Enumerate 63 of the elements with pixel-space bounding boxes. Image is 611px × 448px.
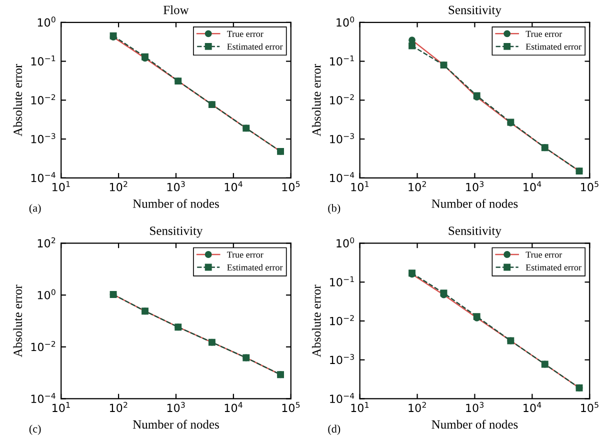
legend-label: True error [526,252,562,258]
y-tick-label: 10$^{−1}$ [330,276,354,286]
y-tick-label: 10$^{−2}$ [31,94,56,104]
x-tick-label: 10$^{3}$ [167,181,185,192]
chart-title: Sensitivity [150,226,203,238]
x-tick-label: 10$^{3}$ [466,402,484,412]
legend-label: Estimated error [526,264,582,271]
legend-label: Estimated error [227,43,283,50]
y-tick-label: 10$^{−2}$ [330,94,354,104]
y-tick-label: 10$^{−3}$ [330,354,354,364]
text: (a) [29,204,41,214]
y-tick-label: 10$^{−1}$ [31,55,56,66]
x-axis-title: Number of nodes [132,420,219,429]
y-axis-title: Absolute error [312,64,321,136]
x-tick-label: 10$^{4}$ [524,402,542,412]
x-axis-title: Number of nodes [432,198,518,208]
chart-title: Sensitivity [448,6,502,17]
y-axis-title: Absolute error [13,284,22,358]
y-tick-label: 10$^{−4}$ [31,172,56,182]
legend-label: True error [526,30,562,37]
x-tick-label: 10$^{1}$ [52,402,70,412]
x-tick-label: 10$^{2}$ [110,181,128,192]
y-axis-title: Absolute error [312,284,321,358]
y-tick-label: 10$^{−2}$ [330,315,354,326]
y-tick-label: 10$^{−3}$ [330,133,354,144]
legend-label: True error [227,252,264,258]
chart-title: Sensitivity [448,226,502,238]
y-tick-label: 10$^{0}$ [38,289,56,300]
x-tick-label: 10$^{1}$ [52,181,70,192]
y-tick-label: 10$^{−4}$ [330,392,354,404]
y-tick-label: 10$^{−1}$ [330,55,354,66]
text: (b) [328,204,340,214]
y-tick-label: 10$^{−4}$ [330,172,354,182]
x-tick-label: 10$^{2}$ [408,181,426,192]
x-tick-label: 10$^{5}$ [282,181,300,192]
x-tick-label: 10$^{2}$ [110,402,128,412]
x-tick-label: 10$^{5}$ [581,181,598,192]
x-tick-label: 10$^{5}$ [581,402,598,412]
text: (c) [29,424,41,435]
x-axis-title: Number of nodes [132,198,219,208]
y-axis-title: Absolute error [13,64,22,136]
x-tick-label: 10$^{3}$ [466,181,484,192]
y-tick-label: 10$^{−4}$ [31,392,56,404]
x-tick-label: 10$^{2}$ [408,402,426,412]
x-tick-label: 10$^{1}$ [351,402,369,412]
legend-label: Estimated error [227,264,283,271]
y-tick-label: 10$^{2}$ [38,237,56,248]
x-tick-label: 10$^{3}$ [167,402,185,412]
x-axis-title: Number of nodes [432,420,518,429]
x-tick-label: 10$^{4}$ [224,181,242,192]
x-tick-label: 10$^{1}$ [351,181,369,192]
y-tick-label: 10$^{0}$ [336,16,354,27]
chart-title: Flow [164,5,189,14]
legend-label: True error [227,30,264,37]
y-tick-label: 10$^{0}$ [38,16,56,27]
text: (d) [328,424,340,435]
legend-label: Estimated error [526,43,582,50]
y-tick-label: 10$^{0}$ [336,237,354,248]
x-tick-label: 10$^{4}$ [224,402,242,412]
y-tick-label: 10$^{−3}$ [31,133,56,144]
x-tick-label: 10$^{4}$ [524,181,542,192]
x-tick-label: 10$^{5}$ [282,402,300,412]
y-tick-label: 10$^{−2}$ [31,340,56,352]
